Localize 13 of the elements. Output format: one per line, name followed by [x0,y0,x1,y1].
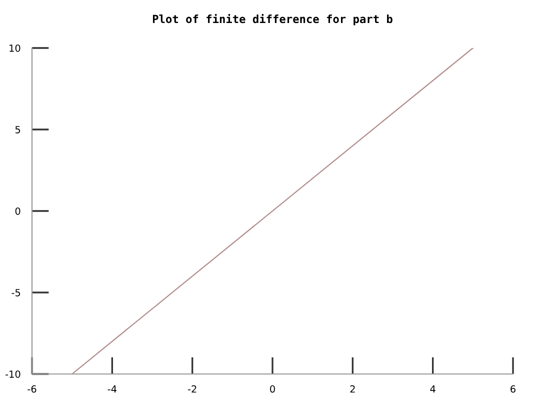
x-tick-label: 6 [510,385,516,393]
x-tick-label: -6 [28,385,36,393]
y-tick-label: -5 [12,289,20,296]
y-tick-label: -10 [5,370,20,378]
chart-title: Plot of finite difference for part b [152,14,392,26]
x-tick-label: 0 [270,385,275,393]
y-tick-label: 5 [15,126,20,134]
x-tick-label: -4 [108,385,116,392]
x-tick-label: -2 [188,385,196,392]
y-tick-label: 0 [15,207,20,215]
y-tick-label: 10 [10,44,20,52]
x-tick-label: 2 [350,385,355,392]
x-tick-label: 4 [430,385,436,392]
